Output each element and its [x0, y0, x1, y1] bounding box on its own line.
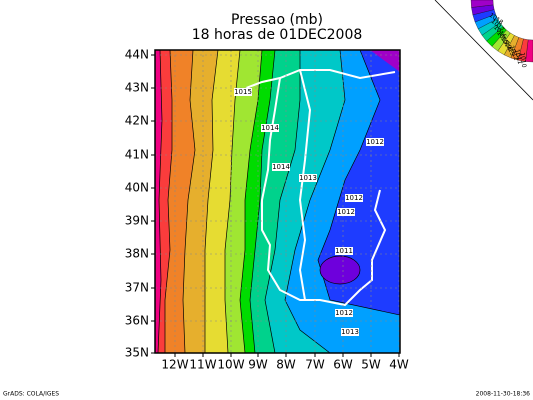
contour-label: 1011: [335, 247, 353, 255]
contour-line: [249, 49, 276, 354]
field: [319, 255, 361, 285]
x-tick-label: 9W: [248, 358, 268, 372]
x-tick-label: 5W: [361, 358, 381, 372]
contour-label: 1013: [299, 174, 317, 182]
contour-label: 1013: [341, 328, 359, 336]
y-tick-label: 43N: [125, 81, 149, 95]
contour-label-box: [335, 247, 353, 255]
contour-label: 1012: [337, 208, 355, 216]
coastline: [261, 77, 387, 307]
contour-label-box: [299, 174, 317, 182]
contour-line: [182, 49, 196, 354]
x-tick-label: 12W: [161, 358, 188, 372]
title: Pressao (mb): [231, 12, 323, 28]
y-tick-label: 36N: [125, 314, 149, 328]
contour-label-box: [345, 194, 363, 202]
contour-label: 1012: [366, 138, 384, 146]
x-tick-label: 8W: [276, 358, 296, 372]
subtitle: 18 horas de 01DEC2008: [192, 27, 363, 43]
contour-label: 1015: [234, 88, 252, 96]
colorbar-label: 1011: [513, 49, 523, 66]
contour-label: 1014: [261, 124, 279, 132]
x-tick-label: 10W: [217, 358, 244, 372]
contour-line: [204, 49, 219, 353]
contour-label-box: [234, 88, 252, 96]
contour-label-box: [341, 328, 359, 336]
y-tick-label: 40N: [125, 181, 149, 195]
contour-label-box: [337, 208, 355, 216]
y-tick-label: 42N: [125, 114, 149, 128]
contour-line: [164, 49, 173, 353]
y-tick-label: 44N: [125, 48, 149, 62]
contour-label-box: [261, 124, 279, 132]
x-tick-label: 6W: [333, 358, 353, 372]
contour-line: [224, 49, 241, 354]
contour-line: [157, 49, 163, 354]
contour-label: 1014: [272, 163, 290, 171]
frame: [154, 49, 401, 354]
x-tick-label: 4W: [389, 358, 409, 372]
colorbar-swatch: [470, 0, 494, 8]
colorbar-edge: [434, 0, 533, 101]
y-tick-label: 41N: [125, 148, 149, 162]
field: [155, 50, 162, 353]
x-tick-label: 11W: [189, 358, 216, 372]
contour-line: [317, 49, 401, 353]
y-tick-label: 37N: [125, 281, 149, 295]
contour-label-box: [335, 309, 353, 317]
colorbar-label: 1010: [518, 52, 527, 68]
x-tick-label: 7W: [305, 358, 325, 372]
plot: [155, 49, 401, 354]
y-tick-label: 38N: [125, 247, 149, 261]
y-tick-label: 39N: [125, 214, 149, 228]
contour-line: [264, 50, 301, 354]
contour-label-box: [366, 138, 384, 146]
contour-label: 1012: [345, 194, 363, 202]
footer-left: GrADS: COLA/IGES: [3, 391, 59, 398]
footer-right: 2008-11-30-18:36: [476, 391, 531, 398]
colorbar-label: 1012: [508, 45, 520, 62]
y-tick-label: 35N: [125, 346, 149, 360]
contour-label: 1012: [335, 309, 353, 317]
contour-label-box: [272, 163, 290, 171]
field: [370, 50, 400, 72]
border: [298, 69, 312, 301]
